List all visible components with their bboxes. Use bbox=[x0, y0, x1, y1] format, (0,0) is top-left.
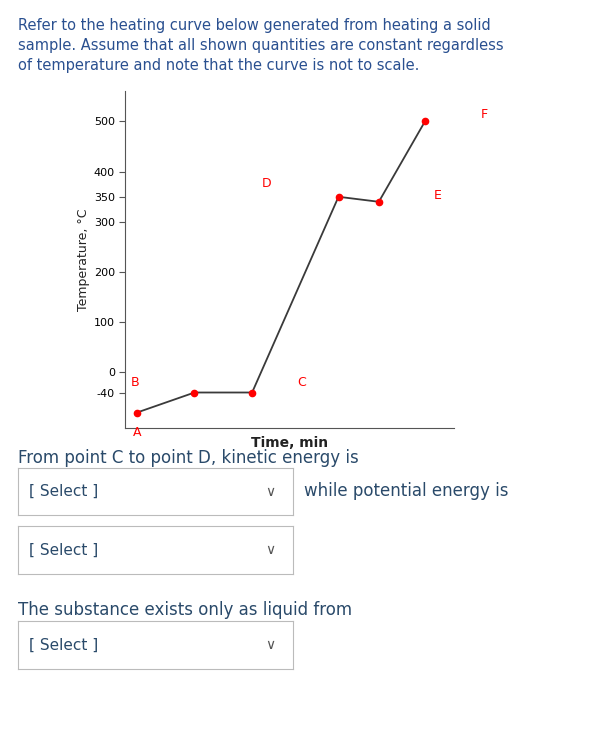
Text: C: C bbox=[297, 376, 306, 389]
Text: [ Select ]: [ Select ] bbox=[29, 484, 98, 499]
Text: From point C to point D, kinetic energy is: From point C to point D, kinetic energy … bbox=[18, 449, 359, 467]
Text: ∨: ∨ bbox=[266, 543, 276, 557]
Text: D: D bbox=[261, 177, 271, 190]
Y-axis label: Temperature, °C: Temperature, °C bbox=[76, 208, 90, 311]
Text: Refer to the heating curve below generated from heating a solid
sample. Assume t: Refer to the heating curve below generat… bbox=[18, 18, 503, 73]
Text: [ Select ]: [ Select ] bbox=[29, 637, 98, 653]
X-axis label: Time, min: Time, min bbox=[251, 436, 328, 450]
Text: ∨: ∨ bbox=[266, 485, 276, 499]
Text: F: F bbox=[481, 108, 488, 121]
Text: A: A bbox=[133, 426, 141, 439]
Text: [ Select ]: [ Select ] bbox=[29, 542, 98, 558]
Text: while potential energy is: while potential energy is bbox=[304, 482, 509, 500]
Text: E: E bbox=[434, 189, 442, 202]
Text: The substance exists only as liquid from: The substance exists only as liquid from bbox=[18, 601, 352, 619]
Text: B: B bbox=[131, 376, 140, 389]
Text: ∨: ∨ bbox=[266, 638, 276, 652]
